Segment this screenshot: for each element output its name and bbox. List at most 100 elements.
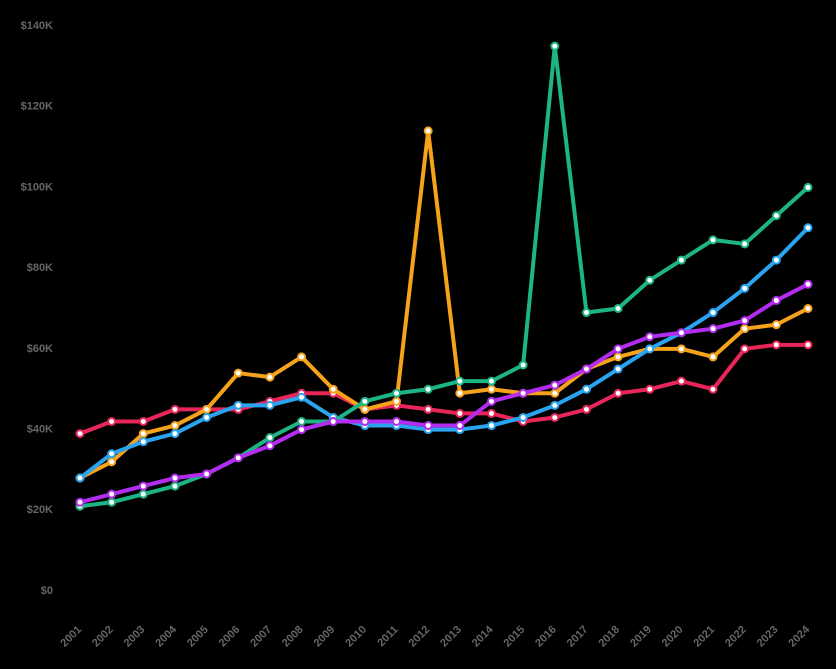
series-line [79,342,808,436]
series-line [78,226,810,480]
point [170,421,180,431]
point [581,404,591,414]
point [170,481,180,491]
point [518,360,528,370]
point [107,489,117,499]
point [455,388,465,398]
point [360,417,370,426]
point [486,384,496,394]
point [265,433,275,443]
point [138,481,148,491]
point [328,384,338,394]
y-tick-label: $140K [21,20,53,32]
point [645,275,655,285]
point [676,328,686,338]
point [328,417,338,426]
x-tick-label: 2013 [438,624,464,650]
point [550,388,560,398]
point [233,453,243,463]
point [138,429,148,439]
point [202,469,212,479]
point [740,239,750,249]
point [645,344,655,354]
point [803,340,813,350]
point [265,372,275,382]
point [486,408,496,418]
point [455,376,465,386]
point [297,352,307,362]
x-tick-label: 2019 [628,624,654,650]
point [423,384,433,394]
x-tick-label: 2003 [122,624,148,650]
x-tick-label: 2012 [407,624,433,650]
point [613,352,623,362]
x-tick-label: 2018 [596,624,622,650]
y-tick-label: $80K [27,262,53,274]
x-tick-label: 2010 [343,624,369,650]
point [771,295,781,305]
point [676,344,686,354]
y-tick-label: $60K [27,343,53,355]
point [107,497,117,507]
point [75,473,85,483]
point [645,384,655,394]
point [613,304,623,313]
point [360,404,370,414]
point [740,324,750,334]
y-tick-label: $20K [27,504,53,516]
x-tick-label: 2007 [248,624,274,650]
point [392,396,402,406]
x-tick-label: 2002 [90,624,116,650]
point [676,255,686,265]
point [613,344,623,354]
point [486,396,496,406]
point [360,396,370,406]
x-tick-label: 2022 [723,624,749,650]
point [803,304,813,313]
point [170,473,180,483]
point [423,404,433,414]
point [518,412,528,422]
point [75,497,85,507]
y-tick-label: $40K [27,423,53,435]
point [581,308,591,318]
point [581,364,591,374]
point [708,324,718,334]
point [297,425,307,435]
x-tick-label: 2009 [312,624,338,650]
x-tick-label: 2001 [58,624,84,650]
point [455,408,465,418]
x-tick-label: 2006 [217,624,243,650]
point [708,308,718,318]
x-tick-label: 2015 [502,624,528,650]
x-tick-label: 2021 [691,624,717,650]
point [138,437,148,447]
point [423,421,433,431]
point [550,41,560,51]
point [265,441,275,451]
point [265,400,275,410]
x-tick-label: 2005 [185,624,211,650]
point [708,384,718,394]
point [771,211,781,221]
point [581,384,591,394]
y-tick-label: $0 [41,585,53,597]
point [392,417,402,426]
point [518,388,528,398]
x-tick-label: 2008 [280,624,306,650]
x-tick-label: 2024 [786,623,812,649]
x-tick-label: 2020 [660,624,686,650]
point [645,332,655,342]
point [170,429,180,439]
point [297,392,307,402]
point [740,283,750,293]
point [740,316,750,326]
point [771,340,781,350]
series-line [79,282,809,505]
x-tick-label: 2016 [533,624,559,650]
point [486,376,496,386]
x-tick-label: 2014 [470,623,496,649]
point [138,489,148,499]
point [138,417,148,426]
